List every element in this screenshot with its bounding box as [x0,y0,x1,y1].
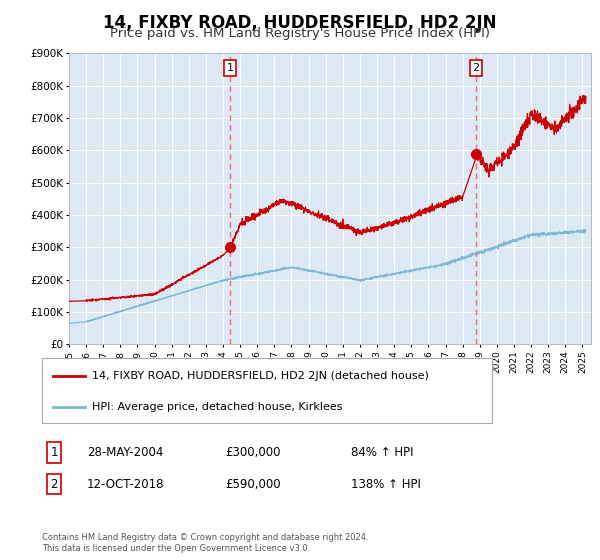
Text: 84% ↑ HPI: 84% ↑ HPI [351,446,413,459]
Text: 2: 2 [472,63,479,73]
Text: 1: 1 [50,446,58,459]
Text: 14, FIXBY ROAD, HUDDERSFIELD, HD2 2JN (detached house): 14, FIXBY ROAD, HUDDERSFIELD, HD2 2JN (d… [92,371,428,381]
Text: 14, FIXBY ROAD, HUDDERSFIELD, HD2 2JN: 14, FIXBY ROAD, HUDDERSFIELD, HD2 2JN [103,14,497,32]
Text: Contains HM Land Registry data © Crown copyright and database right 2024.
This d: Contains HM Land Registry data © Crown c… [42,533,368,553]
Text: Price paid vs. HM Land Registry's House Price Index (HPI): Price paid vs. HM Land Registry's House … [110,27,490,40]
Text: 12-OCT-2018: 12-OCT-2018 [87,478,164,491]
Text: £300,000: £300,000 [225,446,281,459]
Text: £590,000: £590,000 [225,478,281,491]
Text: 1: 1 [227,63,233,73]
FancyBboxPatch shape [42,358,492,423]
Text: 138% ↑ HPI: 138% ↑ HPI [351,478,421,491]
Text: HPI: Average price, detached house, Kirklees: HPI: Average price, detached house, Kirk… [92,402,342,412]
Text: 2: 2 [50,478,58,491]
Text: 28-MAY-2004: 28-MAY-2004 [87,446,163,459]
